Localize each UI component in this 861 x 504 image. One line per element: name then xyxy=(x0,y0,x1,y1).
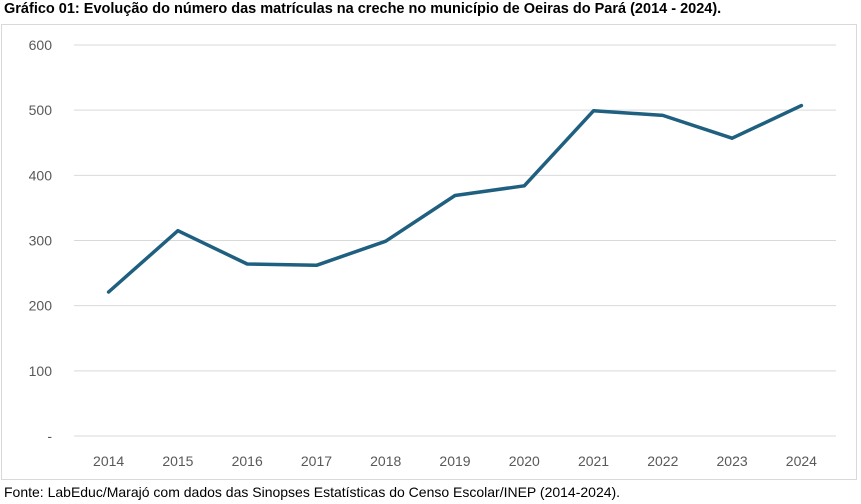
x-tick-label: 2023 xyxy=(717,453,748,469)
data-point xyxy=(592,109,596,113)
y-tick-label: 400 xyxy=(29,167,53,183)
data-point xyxy=(453,194,457,198)
y-tick-label: 200 xyxy=(29,298,53,314)
data-point xyxy=(661,113,665,117)
x-tick-label: 2024 xyxy=(786,453,817,469)
data-point xyxy=(522,184,526,188)
x-tick-label: 2018 xyxy=(370,453,401,469)
series-line xyxy=(106,103,804,294)
data-point xyxy=(384,239,388,243)
x-tick-label: 2014 xyxy=(93,453,124,469)
data-point xyxy=(245,262,249,266)
source-note: Fonte: LabEduc/Marajó com dados das Sino… xyxy=(4,484,621,500)
y-tick-label: - xyxy=(47,428,52,444)
y-tick-label: 100 xyxy=(29,363,53,379)
y-tick-label: 600 xyxy=(29,37,53,53)
x-tick-label: 2021 xyxy=(578,453,609,469)
data-point xyxy=(730,136,734,140)
chart-title: Gráfico 01: Evolução do número das matrí… xyxy=(4,1,722,17)
x-tick-label: 2015 xyxy=(162,453,193,469)
x-tick-label: 2016 xyxy=(232,453,263,469)
y-tick-label: 500 xyxy=(29,102,53,118)
x-tick-label: 2022 xyxy=(647,453,678,469)
data-point xyxy=(799,104,803,108)
x-tick-label: 2019 xyxy=(439,453,470,469)
data-point xyxy=(314,263,318,267)
x-tick-label: 2017 xyxy=(301,453,332,469)
y-tick-label: 300 xyxy=(29,233,53,249)
x-tick-label: 2020 xyxy=(509,453,540,469)
data-point xyxy=(107,290,111,294)
chart-area xyxy=(1,24,857,480)
data-point xyxy=(176,229,180,233)
